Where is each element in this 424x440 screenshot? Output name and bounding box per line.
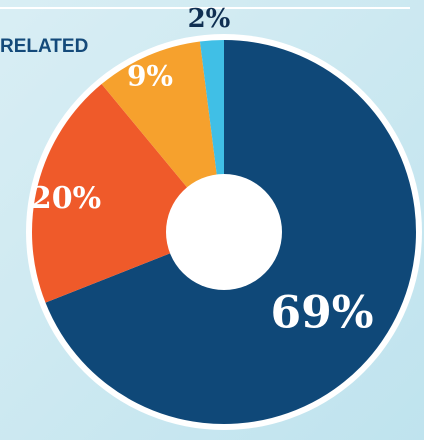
- data-label: 69%: [270, 288, 373, 339]
- chart: RELATED 69% 20% 9% 2%: [0, 0, 424, 440]
- section-label: RELATED: [0, 36, 88, 57]
- donut-hole: [166, 174, 282, 290]
- data-label: 9%: [127, 60, 173, 93]
- data-label: 20%: [31, 181, 101, 216]
- page: RELATED 69%20%9%2% (() => { const data =…: [0, 0, 424, 440]
- data-label: 2%: [188, 4, 231, 34]
